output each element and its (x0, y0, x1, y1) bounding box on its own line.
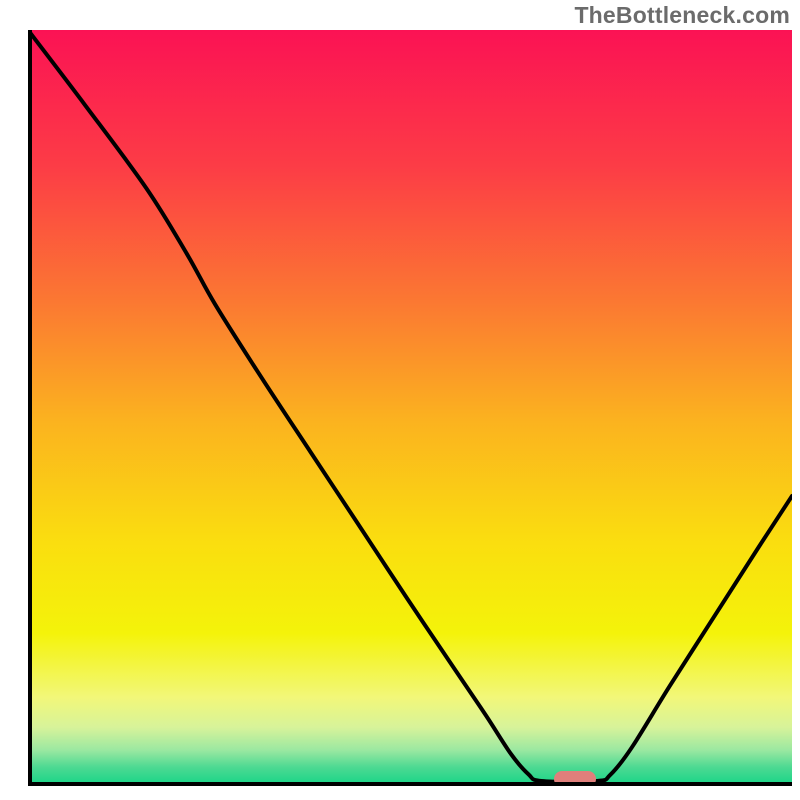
bottleneck-curve (28, 30, 792, 784)
plot-area (28, 30, 792, 784)
y-axis (28, 30, 32, 784)
chart-container: { "watermark": { "text": "TheBottleneck.… (0, 0, 800, 800)
watermark-text: TheBottleneck.com (574, 2, 790, 29)
x-axis (28, 782, 792, 786)
